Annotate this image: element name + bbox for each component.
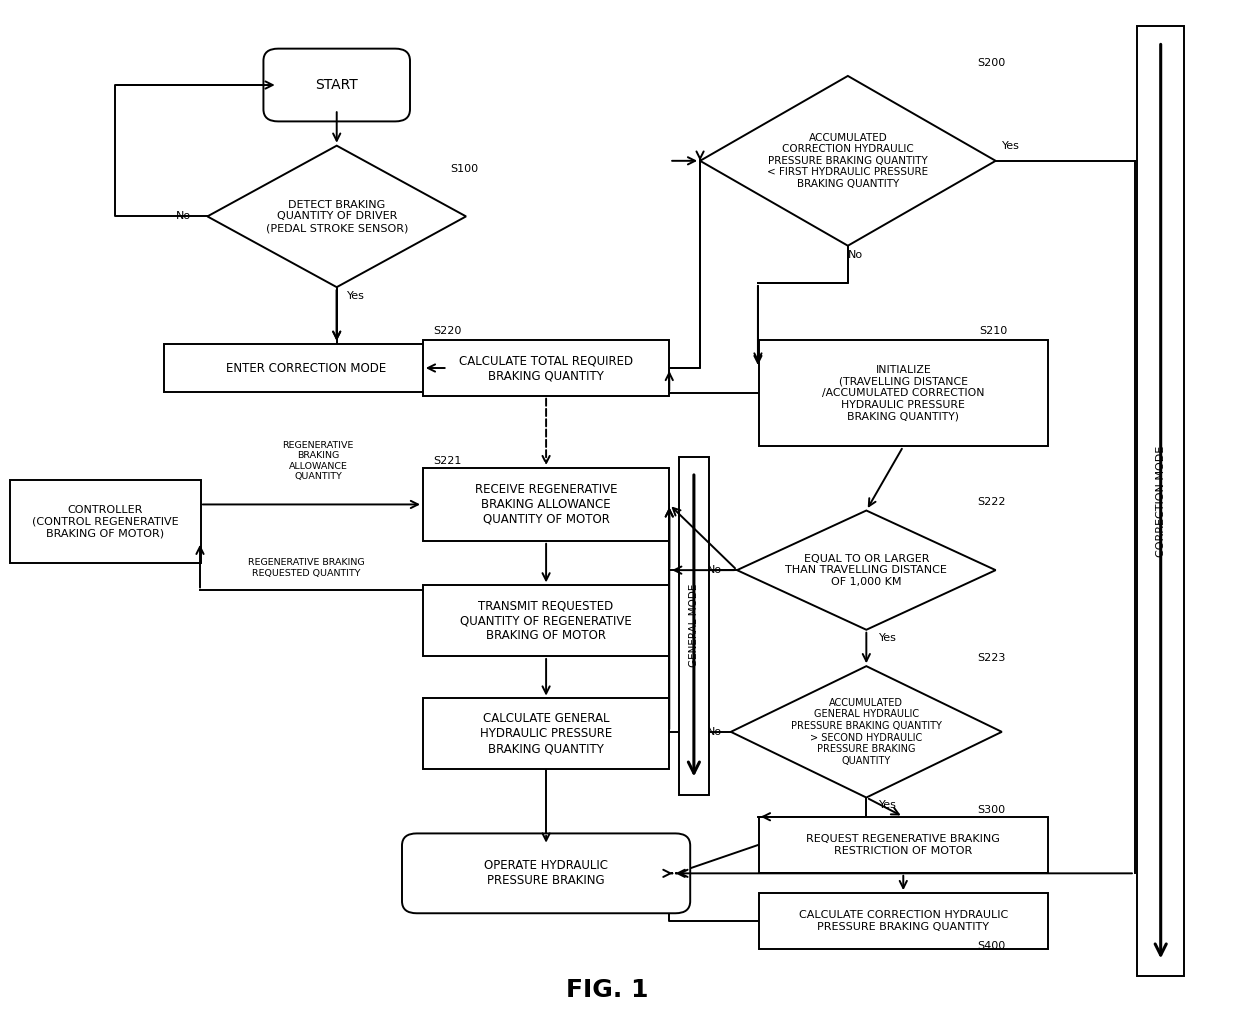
Text: INITIALIZE
(TRAVELLING DISTANCE
/ACCUMULATED CORRECTION
HYDRAULIC PRESSURE
BRAKI: INITIALIZE (TRAVELLING DISTANCE /ACCUMUL… (822, 365, 985, 422)
Bar (10, 480, 201, 564)
Polygon shape (737, 511, 996, 630)
Text: No: No (848, 250, 863, 260)
Bar (423, 585, 670, 656)
Text: Yes: Yes (879, 800, 897, 809)
Text: CORRECTION MODE: CORRECTION MODE (1156, 445, 1166, 557)
FancyBboxPatch shape (402, 834, 691, 913)
Bar (759, 340, 1048, 446)
Text: CALCULATE GENERAL
HYDRAULIC PRESSURE
BRAKING QUANTITY: CALCULATE GENERAL HYDRAULIC PRESSURE BRA… (480, 712, 613, 755)
Bar (423, 698, 670, 769)
Text: No: No (707, 566, 722, 575)
Bar (759, 893, 1048, 949)
Bar (680, 457, 709, 795)
Text: ENTER CORRECTION MODE: ENTER CORRECTION MODE (226, 362, 386, 375)
Text: OPERATE HYDRAULIC
PRESSURE BRAKING: OPERATE HYDRAULIC PRESSURE BRAKING (484, 859, 608, 888)
Text: REGENERATIVE BRAKING
REQUESTED QUANTITY: REGENERATIVE BRAKING REQUESTED QUANTITY (248, 558, 365, 578)
Polygon shape (207, 146, 466, 287)
Text: S400: S400 (977, 942, 1006, 951)
Text: No: No (176, 211, 191, 221)
Polygon shape (701, 76, 996, 246)
Bar (164, 343, 448, 392)
Text: S222: S222 (977, 497, 1006, 507)
Text: CALCULATE CORRECTION HYDRAULIC
PRESSURE BRAKING QUANTITY: CALCULATE CORRECTION HYDRAULIC PRESSURE … (799, 910, 1008, 931)
Text: ACCUMULATED
CORRECTION HYDRAULIC
PRESSURE BRAKING QUANTITY
< FIRST HYDRAULIC PRE: ACCUMULATED CORRECTION HYDRAULIC PRESSUR… (768, 132, 929, 189)
Bar (1137, 26, 1184, 976)
Text: DETECT BRAKING
QUANTITY OF DRIVER
(PEDAL STROKE SENSOR): DETECT BRAKING QUANTITY OF DRIVER (PEDAL… (265, 200, 408, 233)
Text: Yes: Yes (346, 291, 365, 302)
Text: No: No (707, 727, 722, 737)
FancyBboxPatch shape (263, 49, 410, 121)
Text: S221: S221 (433, 457, 461, 466)
Text: S300: S300 (977, 805, 1006, 815)
Bar (423, 468, 670, 541)
Text: FIG. 1: FIG. 1 (567, 977, 649, 1002)
Text: REGENERATIVE
BRAKING
ALLOWANCE
QUANTITY: REGENERATIVE BRAKING ALLOWANCE QUANTITY (283, 441, 353, 481)
Bar (759, 817, 1048, 873)
Text: REQUEST REGENERATIVE BRAKING
RESTRICTION OF MOTOR: REQUEST REGENERATIVE BRAKING RESTRICTION… (806, 835, 1001, 856)
Text: CALCULATE TOTAL REQUIRED
BRAKING QUANTITY: CALCULATE TOTAL REQUIRED BRAKING QUANTIT… (459, 354, 634, 382)
Text: START: START (315, 78, 358, 92)
Text: CONTROLLER
(CONTROL REGENERATIVE
BRAKING OF MOTOR): CONTROLLER (CONTROL REGENERATIVE BRAKING… (32, 505, 179, 538)
Text: TRANSMIT REQUESTED
QUANTITY OF REGENERATIVE
BRAKING OF MOTOR: TRANSMIT REQUESTED QUANTITY OF REGENERAT… (460, 599, 632, 642)
Bar (423, 340, 670, 395)
Text: EQUAL TO OR LARGER
THAN TRAVELLING DISTANCE
OF 1,000 KM: EQUAL TO OR LARGER THAN TRAVELLING DISTA… (785, 553, 947, 587)
Text: ACCUMULATED
GENERAL HYDRAULIC
PRESSURE BRAKING QUANTITY
> SECOND HYDRAULIC
PRESS: ACCUMULATED GENERAL HYDRAULIC PRESSURE B… (791, 698, 941, 766)
Text: S100: S100 (450, 164, 479, 174)
Text: S223: S223 (977, 653, 1006, 663)
Polygon shape (730, 666, 1002, 798)
Text: Yes: Yes (1002, 141, 1019, 151)
Text: S200: S200 (977, 58, 1006, 68)
Text: GENERAL MODE: GENERAL MODE (689, 584, 699, 667)
Text: RECEIVE REGENERATIVE
BRAKING ALLOWANCE
QUANTITY OF MOTOR: RECEIVE REGENERATIVE BRAKING ALLOWANCE Q… (475, 483, 618, 526)
Text: Yes: Yes (879, 633, 897, 643)
Text: S220: S220 (433, 326, 461, 335)
Text: S210: S210 (980, 326, 1008, 335)
